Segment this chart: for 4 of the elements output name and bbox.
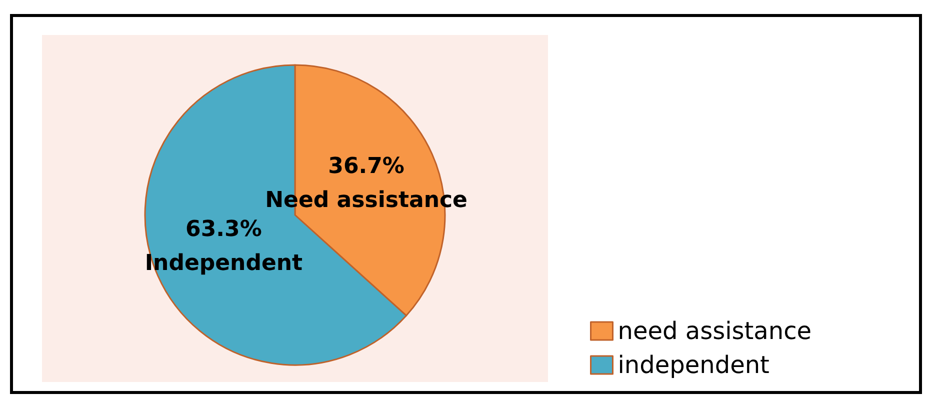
data-label: 36.7%: [328, 154, 404, 179]
data-label: 63.3%: [186, 217, 262, 242]
legend-label: independent: [618, 351, 770, 379]
legend-label: need assistance: [618, 317, 812, 345]
